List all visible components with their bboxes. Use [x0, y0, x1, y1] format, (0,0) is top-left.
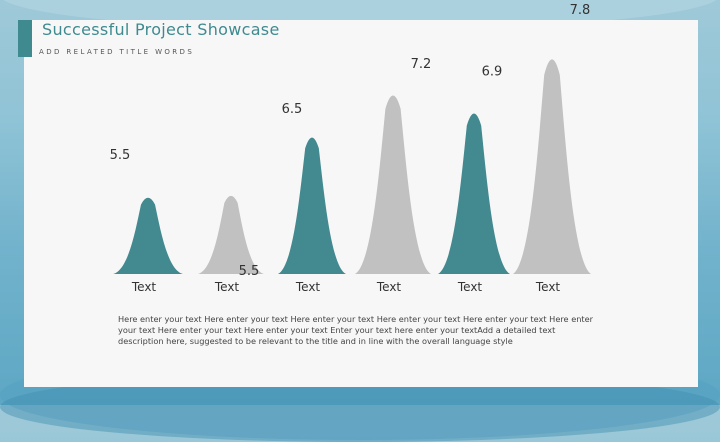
slide-panel — [24, 20, 698, 387]
description-text: Here enter your text Here enter your tex… — [118, 314, 594, 346]
peak-chart: 5.5Text5.5Text6.5Text7.2Text6.9Text7.8Te… — [110, 3, 591, 294]
data-label-1: 5.5 — [110, 148, 131, 163]
page-subtitle: ADD RELATED TITLE WORDS — [39, 48, 195, 56]
category-label-3: Text — [295, 280, 321, 294]
category-label-4: Text — [376, 280, 402, 294]
data-label-4: 7.2 — [411, 57, 432, 72]
category-label-1: Text — [131, 280, 157, 294]
page-title: Successful Project Showcase — [42, 20, 280, 39]
chart-bar-2 — [198, 195, 264, 274]
data-label-6: 7.8 — [570, 3, 591, 18]
data-label-3: 6.5 — [282, 102, 303, 117]
category-label-5: Text — [457, 280, 483, 294]
chart-bar-6 — [513, 59, 591, 274]
data-label-2: 5.5 — [239, 264, 260, 279]
chart-bar-1 — [113, 197, 183, 274]
category-label-6: Text — [535, 280, 561, 294]
chart-bar-4 — [355, 95, 431, 274]
data-label-5: 6.9 — [482, 64, 503, 79]
category-label-2: Text — [214, 280, 240, 294]
title-accent-bar — [18, 20, 32, 57]
chart-bar-3 — [278, 137, 346, 274]
chart-bar-5 — [438, 113, 510, 274]
